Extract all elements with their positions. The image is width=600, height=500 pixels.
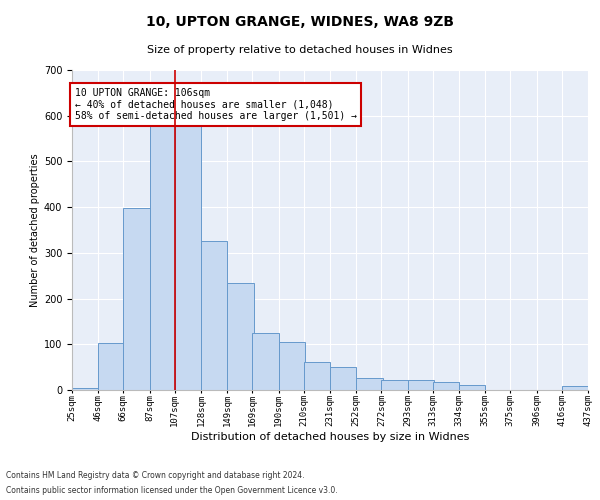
Bar — [407, 380, 434, 390]
Bar — [149, 107, 176, 390]
Bar — [227, 282, 254, 390]
Bar — [124, 208, 149, 390]
Y-axis label: Number of detached properties: Number of detached properties — [29, 153, 40, 307]
Bar — [304, 362, 330, 390]
Bar — [356, 378, 383, 390]
Bar — [433, 382, 459, 390]
Bar — [98, 343, 125, 390]
Text: 10 UPTON GRANGE: 106sqm
← 40% of detached houses are smaller (1,048)
58% of semi: 10 UPTON GRANGE: 106sqm ← 40% of detache… — [74, 88, 356, 122]
Text: Contains HM Land Registry data © Crown copyright and database right 2024.: Contains HM Land Registry data © Crown c… — [6, 471, 305, 480]
Bar — [382, 380, 407, 390]
Bar — [72, 388, 98, 390]
Bar — [253, 333, 278, 390]
Text: Contains public sector information licensed under the Open Government Licence v3: Contains public sector information licen… — [6, 486, 338, 495]
Text: Size of property relative to detached houses in Widnes: Size of property relative to detached ho… — [147, 45, 453, 55]
Bar — [278, 342, 305, 390]
Bar — [562, 386, 588, 390]
Bar — [175, 120, 201, 390]
Bar — [330, 367, 356, 390]
Bar — [201, 242, 227, 390]
Bar — [459, 386, 485, 390]
X-axis label: Distribution of detached houses by size in Widnes: Distribution of detached houses by size … — [191, 432, 469, 442]
Text: 10, UPTON GRANGE, WIDNES, WA8 9ZB: 10, UPTON GRANGE, WIDNES, WA8 9ZB — [146, 15, 454, 29]
